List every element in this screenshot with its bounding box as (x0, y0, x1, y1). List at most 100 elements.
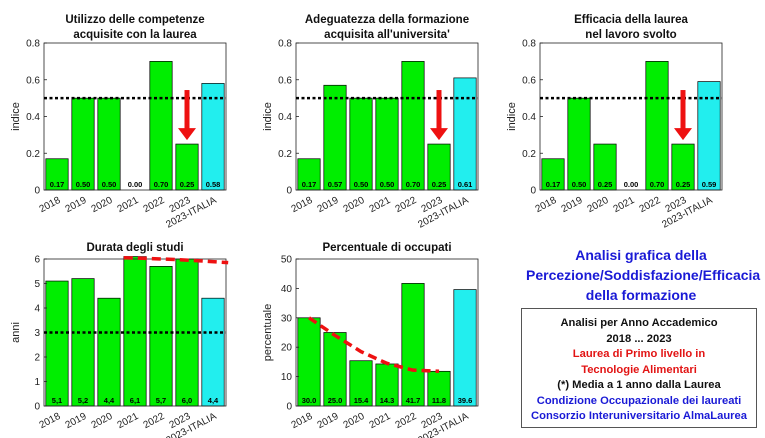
chart-panel-5: Percentuale di occupati 30.0 25.0 15.4 14.3 4… (262, 242, 479, 438)
y-tick-label: 0.6 (278, 75, 292, 86)
x-tick-label: 2020 (342, 195, 367, 215)
data-label: 0.70 (406, 180, 421, 189)
data-label: 15.4 (354, 396, 369, 405)
chart-title: acquisite con la laurea (73, 29, 197, 41)
y-axis-label: indice (10, 102, 22, 131)
y-tick-label: 5 (34, 279, 40, 290)
x-tick-label: 2018 (290, 411, 315, 431)
x-tick-label: 2020 (90, 411, 115, 431)
bar-2020 (97, 97, 121, 191)
data-label: 0.17 (50, 180, 65, 189)
chart-title: Adeguatezza della formazione (305, 14, 469, 26)
x-tick-label: 2021 (116, 195, 141, 215)
y-tick-label: 0.8 (522, 39, 536, 50)
chart-panel-1: Utilizzo delle competenze acquisite con l… (10, 14, 227, 231)
x-tick-label: 2020 (342, 411, 367, 431)
y-tick-label: 0.6 (26, 75, 40, 86)
data-label: 5,2 (78, 396, 88, 405)
y-tick-label: 6 (34, 255, 40, 266)
analysis-heading: Analisi grafica della Percezione/Soddisf… (526, 245, 761, 305)
bar-2019 (567, 97, 591, 191)
y-tick-label: 0 (34, 402, 40, 413)
x-tick-label: 2020 (90, 195, 115, 215)
y-tick-label: 50 (281, 255, 293, 266)
x-tick-label: 2022 (638, 195, 663, 215)
data-label: 4,4 (208, 396, 219, 405)
x-tick-label: 2019 (316, 411, 341, 431)
info-line: Analisi per Anno Accademico (560, 317, 718, 329)
y-tick-label: 0.8 (278, 39, 292, 50)
y-tick-label: 0 (286, 402, 292, 413)
y-axis-label: percentuale (262, 304, 274, 362)
bar-2022 (401, 283, 425, 407)
data-label: 0.59 (702, 180, 717, 189)
info-line: 2018 ... 2023 (606, 332, 672, 345)
y-tick-label: 4 (34, 304, 40, 315)
data-label: 0.50 (102, 180, 117, 189)
bar-2019 (71, 278, 95, 407)
y-tick-label: 40 (281, 284, 293, 295)
analysis-heading-line: Percezione/Soddisfazione/Efficacia (526, 267, 761, 283)
data-label: 30.0 (302, 396, 317, 405)
y-tick-label: 0.6 (522, 75, 536, 86)
chart-title: Efficacia della laurea (574, 14, 688, 26)
bar-2022 (645, 61, 669, 191)
y-tick-label: 20 (281, 343, 293, 354)
data-label: 0.25 (180, 180, 195, 189)
y-tick-label: 0.4 (278, 112, 292, 123)
data-label: 0.50 (354, 180, 369, 189)
y-axis-label: anni (10, 322, 22, 343)
y-tick-label: 2 (34, 353, 40, 364)
data-label: 0.17 (302, 180, 317, 189)
data-label: 4,4 (104, 396, 115, 405)
analysis-heading-line: della formazione (585, 287, 697, 303)
y-tick-label: 0 (286, 186, 292, 197)
x-tick-label: 2018 (38, 411, 63, 431)
data-label: 0.17 (546, 180, 561, 189)
y-tick-label: 0 (530, 186, 536, 197)
x-tick-label: 2021 (368, 195, 393, 215)
x-tick-label: 2018 (38, 195, 63, 215)
trend-line (308, 316, 440, 374)
info-line: Consorzio Interuniversitario AlmaLaurea (531, 410, 747, 422)
x-tick-label: 2018 (290, 195, 315, 215)
bar-2022 (149, 61, 173, 191)
x-tick-label: 2020 (586, 195, 611, 215)
data-label: 25.0 (328, 396, 343, 405)
y-tick-label: 10 (281, 372, 293, 383)
bar-2022 (149, 266, 173, 407)
chart-panel-4: Durata degli studi 5,1 5,2 4,4 6,1 5,7 6,0 4,4 0… (10, 242, 229, 438)
info-line: (*) Media a 1 anno dalla Laurea (557, 379, 721, 391)
y-axis-label: indice (262, 102, 274, 131)
data-label: 0.61 (458, 180, 473, 189)
x-tick-label: 2019 (64, 411, 89, 431)
chart-title: nel lavoro svolto (585, 29, 676, 41)
y-tick-label: 0 (34, 186, 40, 197)
y-axis-label: indice (506, 102, 518, 131)
data-label: 0.70 (154, 180, 169, 189)
bar-2020 (349, 97, 373, 191)
y-tick-label: 0.4 (26, 112, 40, 123)
y-tick-label: 0.4 (522, 112, 536, 123)
data-label: 0.25 (676, 180, 691, 189)
data-label: 0.50 (572, 180, 587, 189)
chart-panel-2: Adeguatezza della formazione acquisita al… (262, 14, 479, 231)
data-label: 11.8 (432, 396, 446, 405)
y-tick-label: 30 (281, 313, 293, 324)
x-tick-label: 2021 (368, 411, 393, 431)
bar-2020 (97, 297, 121, 407)
data-label: 0.70 (650, 180, 665, 189)
data-label: 0.25 (432, 180, 447, 189)
data-label: 5,7 (156, 396, 166, 405)
plot-frame (43, 42, 227, 191)
down-arrow-head (674, 128, 692, 141)
bar-2019 (71, 97, 95, 191)
down-arrow-head (430, 128, 448, 141)
x-tick-label: 2021 (116, 411, 141, 431)
x-tick-label: 2018 (534, 195, 559, 215)
bar-2018 (45, 280, 69, 407)
x-tick-label: 2019 (560, 195, 585, 215)
chart-title: Percentuale di occupati (322, 242, 451, 254)
bar-2023-ITALIA (453, 289, 477, 407)
y-tick-label: 0.2 (26, 149, 40, 160)
